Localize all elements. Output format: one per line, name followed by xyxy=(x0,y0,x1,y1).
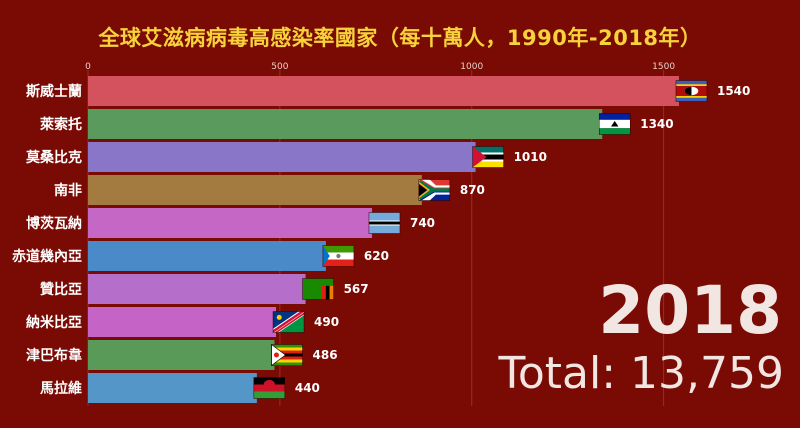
equatorial-guinea-flag xyxy=(322,245,355,267)
malawi-flag xyxy=(253,377,286,399)
category-label: 斯威士蘭 xyxy=(26,83,82,100)
south-africa-flag xyxy=(418,179,451,201)
value-label: 567 xyxy=(344,282,369,296)
zambia-flag xyxy=(302,278,334,300)
mozambique-flag xyxy=(472,146,504,168)
bar-row: 贊比亞 567 xyxy=(40,274,369,304)
x-tick-label: 0 xyxy=(85,62,91,72)
bar xyxy=(88,274,306,304)
bar xyxy=(88,340,275,370)
value-label: 486 xyxy=(313,348,338,362)
bar-layer: 斯威士蘭 1540 萊索托 1340 莫桑比克 1010 南非 870 博茨瓦納 740 赤道幾內亞… xyxy=(12,76,750,403)
bar xyxy=(88,76,679,106)
category-label: 納米比亞 xyxy=(26,314,82,331)
bar xyxy=(88,307,277,337)
bar-row: 赤道幾內亞 620 xyxy=(12,241,389,271)
zimbabwe-flag xyxy=(271,343,303,367)
value-label: 1540 xyxy=(717,84,750,98)
total-display: Total: 13,759 xyxy=(498,352,784,396)
bar xyxy=(88,241,326,271)
botswana-flag xyxy=(368,212,401,234)
x-tick-label: 500 xyxy=(271,62,288,72)
namibia-flag xyxy=(272,311,305,333)
bar-row: 莫桑比克 1010 xyxy=(25,142,547,172)
bar xyxy=(88,373,257,403)
value-label: 1340 xyxy=(640,117,673,131)
bar-row: 萊索托 1340 xyxy=(39,109,674,139)
bar xyxy=(88,175,422,205)
value-label: 740 xyxy=(410,216,435,230)
total-value: 13,759 xyxy=(630,348,784,399)
bar-row: 博茨瓦納 740 xyxy=(26,208,435,238)
value-label: 440 xyxy=(295,381,320,395)
category-label: 南非 xyxy=(54,182,82,199)
year-display: 2018 xyxy=(598,272,782,349)
bar-row: 納米比亞 490 xyxy=(26,307,339,337)
total-label: Total: xyxy=(498,348,617,399)
category-label: 津巴布韋 xyxy=(26,347,82,364)
bar-row: 斯威士蘭 1540 xyxy=(26,76,750,106)
category-label: 萊索托 xyxy=(39,116,82,133)
x-tick-label: 1000 xyxy=(460,62,483,72)
eswatini-flag xyxy=(675,80,708,102)
value-label: 620 xyxy=(364,249,389,263)
category-label: 贊比亞 xyxy=(40,281,82,298)
bar-row: 南非 870 xyxy=(54,175,485,205)
bar-row: 津巴布韋 486 xyxy=(26,340,338,370)
value-label: 490 xyxy=(314,315,339,329)
value-label: 870 xyxy=(460,183,485,197)
category-label: 莫桑比克 xyxy=(25,149,82,166)
value-label: 1010 xyxy=(514,150,547,164)
bar xyxy=(88,109,603,139)
bar-row: 馬拉維 440 xyxy=(40,373,320,403)
category-label: 赤道幾內亞 xyxy=(12,248,82,265)
category-label: 博茨瓦納 xyxy=(26,215,82,232)
bar xyxy=(88,142,476,172)
x-tick-label: 1500 xyxy=(652,62,675,72)
lesotho-flag xyxy=(598,113,631,135)
category-label: 馬拉維 xyxy=(40,380,82,397)
bar xyxy=(88,208,372,238)
chart-title: 全球艾滋病病毒高感染率國家（每十萬人，1990年-2018年） xyxy=(98,26,702,50)
